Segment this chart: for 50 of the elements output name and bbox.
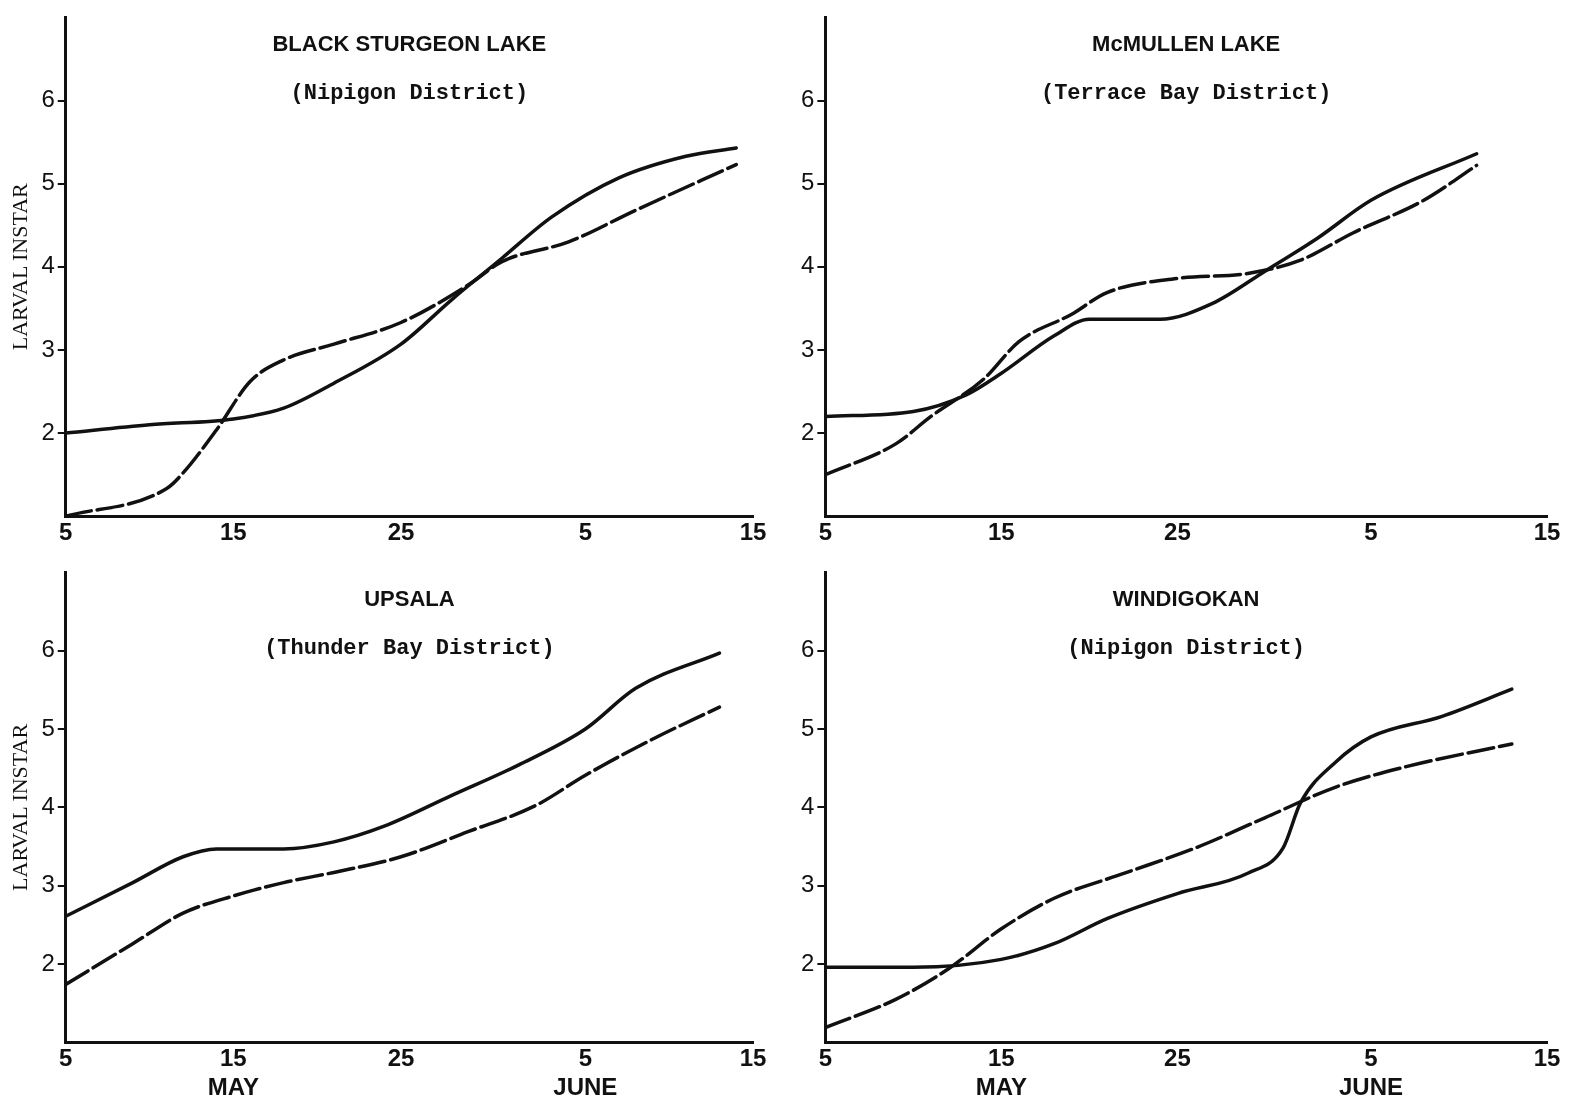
x-tick-label: 15 — [220, 518, 247, 546]
y-tick-label: 3 — [41, 870, 55, 898]
y-tick-label: 4 — [800, 251, 815, 279]
x-tick-label: 5 — [818, 518, 833, 546]
y-tick-label: 2 — [41, 948, 55, 976]
y-tick-label: 5 — [800, 713, 815, 741]
y-axis-title: LARVAL INSTAR — [6, 182, 32, 351]
x-tick-label: 15 — [739, 518, 767, 546]
y-tick-label: 4 — [41, 792, 55, 820]
y-tick-label: 3 — [41, 334, 55, 362]
y-tick-label: 2 — [800, 948, 815, 976]
x-tick-label: 15 MAY — [975, 1044, 1027, 1101]
y-tick-label: 6 — [800, 635, 815, 663]
text: (Nipigon District) — [290, 80, 529, 106]
y-tick-label: 6 — [41, 635, 55, 663]
y-tick-label: 2 — [800, 417, 815, 445]
x-tick-label: 5 — [578, 518, 593, 546]
y-tick-label: 4 — [41, 251, 55, 279]
x-tick-label: 5 — [59, 1044, 73, 1072]
y-tick-label: 3 — [800, 870, 815, 898]
x-tick-label: 5 — [818, 1044, 833, 1072]
text: WINDIGOKAN — [1112, 586, 1260, 612]
y-tick-label: 6 — [800, 85, 815, 113]
text: BLACK STURGEON LAKE — [272, 31, 547, 57]
x-tick-label: 25 — [387, 1044, 415, 1072]
x-tick-label: 5 — [1364, 518, 1378, 546]
text: McMULLEN LAKE — [1092, 31, 1281, 57]
y-axis-title: LARVAL INSTAR — [6, 723, 32, 891]
y-tick-label: 6 — [41, 85, 55, 113]
x-tick-label: 25 — [1164, 1044, 1191, 1072]
text: (Terrace Bay District) — [1040, 80, 1332, 106]
x-tick-label: 25 — [1164, 518, 1191, 546]
x-tick-label: 15 MAY — [207, 1044, 259, 1101]
y-tick-label: 5 — [800, 168, 815, 196]
x-tick-label: 5 JUNE — [1338, 1044, 1403, 1101]
y-tick-label: 5 — [41, 713, 55, 741]
x-tick-label: 15 — [1533, 518, 1561, 546]
y-tick-label: 3 — [800, 334, 815, 362]
x-tick-label: 5 — [59, 518, 73, 546]
x-tick-label: 25 — [387, 518, 415, 546]
y-tick-label: 5 — [41, 168, 55, 196]
text: UPSALA — [364, 586, 455, 612]
y-tick-label: 2 — [41, 417, 55, 445]
text: (Nipigon District) — [1067, 635, 1305, 661]
x-tick-label: 15 — [988, 518, 1015, 546]
text: (Thunder Bay District) — [264, 635, 555, 661]
y-tick-label: 4 — [800, 792, 815, 820]
x-tick-label: 15 — [739, 1044, 767, 1072]
x-tick-label: 15 — [1533, 1044, 1561, 1072]
x-tick-label: 5 JUNE — [553, 1044, 618, 1101]
